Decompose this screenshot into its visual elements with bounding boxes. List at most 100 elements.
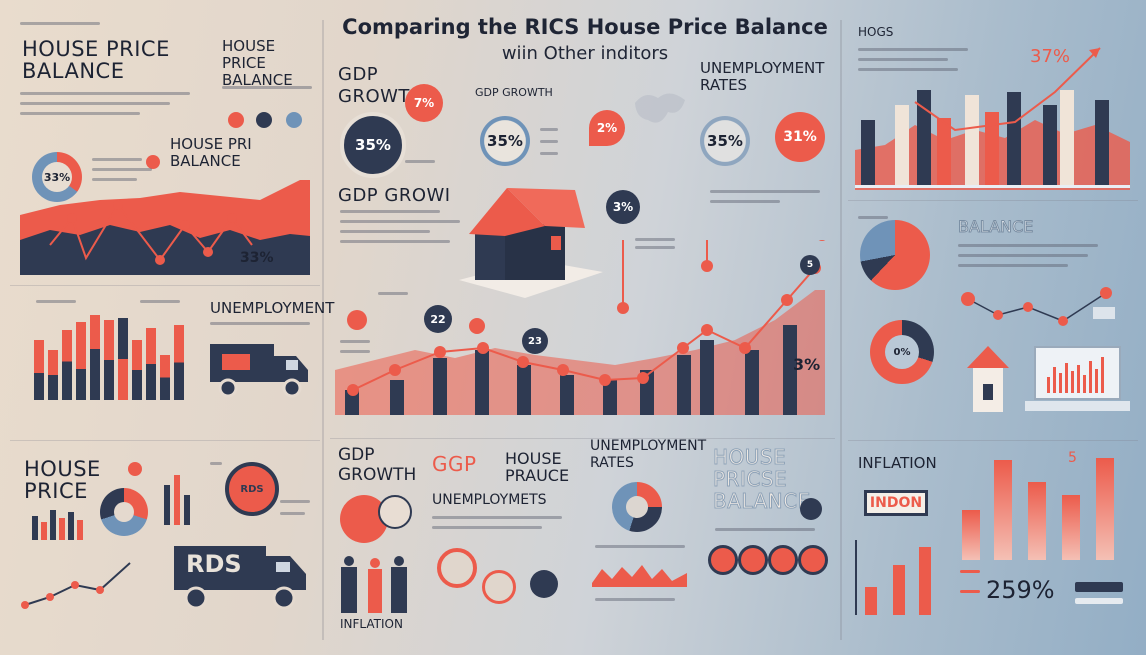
text-line — [92, 178, 137, 181]
text-line — [540, 140, 558, 143]
legend-swatch — [960, 590, 980, 593]
data-point — [46, 593, 54, 601]
stat-259: 259% — [986, 576, 1055, 604]
badge-icon — [768, 545, 798, 575]
bar — [41, 522, 47, 540]
text-line — [20, 102, 170, 105]
data-point — [227, 213, 237, 223]
bar — [90, 315, 100, 400]
text-line — [36, 300, 76, 303]
bar — [160, 355, 170, 400]
inflation-heading-right: INFLATION — [858, 454, 937, 472]
indicator-dot — [146, 155, 160, 169]
divider-left-low — [10, 440, 320, 441]
rds-truck-label: RDS — [186, 550, 242, 578]
text-line — [340, 230, 430, 233]
unemployment-rates-heading: UNEMPLOYMENT RATES — [700, 59, 825, 94]
donut-chart-right: 0% — [870, 320, 934, 384]
data-point — [67, 213, 77, 223]
text-line — [92, 158, 142, 161]
map-pin-icon: 2% — [589, 110, 625, 146]
truck-icon — [210, 344, 308, 398]
stat-ring — [378, 495, 412, 529]
stat-35-c: 35% — [700, 116, 750, 166]
text-line — [710, 190, 820, 193]
bar — [893, 565, 905, 615]
unemployment-rates-bottom-heading: UNEMPLOYMENT RATES — [590, 438, 707, 471]
mini-bar — [1075, 598, 1123, 604]
text-line — [340, 340, 370, 343]
text-line — [280, 500, 310, 503]
world-map-icon — [635, 93, 685, 123]
data-point — [21, 601, 29, 609]
bar — [146, 328, 156, 400]
gdp-grow-heading: GDP GROWI — [338, 185, 451, 206]
stat-5: 5 — [1068, 450, 1077, 466]
divider-center-low — [330, 438, 835, 439]
people-icon — [341, 556, 407, 613]
text-line — [340, 240, 450, 243]
donut-chart-33: 33% — [32, 152, 82, 202]
badge-icon — [738, 545, 768, 575]
text-line — [20, 92, 190, 95]
text-line — [958, 254, 1088, 257]
gdp-growth-small-label: GDP GROWTH — [475, 86, 553, 99]
house-icon — [459, 188, 603, 298]
bar — [1062, 495, 1080, 560]
text-line — [210, 462, 222, 465]
wave-chart — [592, 565, 687, 587]
stat-3b: 3% — [793, 355, 821, 374]
donut-chart-unemployment — [612, 482, 662, 532]
text-line — [340, 350, 370, 353]
text-line — [635, 246, 675, 249]
divider-left-mid — [10, 285, 320, 286]
donut-label: 33% — [42, 162, 72, 192]
text-line — [710, 200, 780, 203]
bar — [1096, 458, 1114, 560]
bar — [62, 330, 72, 400]
divider-left — [322, 20, 324, 640]
unemployment-heading-left: UNEMPLOYMENT — [210, 299, 335, 317]
stat-7: 7% — [405, 84, 443, 122]
gdp-stat-35: 35% — [340, 112, 406, 178]
mini-bar — [1075, 582, 1123, 592]
text-line — [92, 168, 152, 171]
badge-icon — [708, 545, 738, 575]
bar — [1028, 482, 1046, 560]
house-price-balance-heading: HOUSE PRICE BALANCE — [22, 37, 170, 83]
indon-tag: INDON — [864, 490, 928, 516]
house-pricse-balance-heading: HOUSE PRICSE BALANCE — [713, 445, 811, 513]
stat-37: 37% — [1030, 46, 1071, 67]
rds-badge: RDS — [225, 462, 279, 516]
donut-hole — [114, 502, 134, 522]
donut-chart-bl — [100, 488, 148, 536]
text-line — [20, 112, 140, 115]
line-chart-right — [961, 287, 1115, 326]
center-combo-chart — [335, 240, 826, 415]
legend-swatch — [960, 570, 980, 573]
bar — [104, 320, 114, 400]
axis — [855, 540, 857, 615]
text-line — [595, 545, 685, 548]
bar — [865, 587, 877, 615]
bar — [77, 520, 83, 540]
bar-chart-right-top — [855, 47, 1130, 190]
text-line — [140, 300, 180, 303]
stat-23: 23 — [522, 328, 548, 354]
bar — [174, 475, 180, 525]
text-line — [858, 48, 968, 51]
badge-icon — [798, 545, 828, 575]
ring-icon-navy — [530, 570, 558, 598]
chart-annotation-33: 33% — [240, 250, 274, 266]
area-chart-house-price — [20, 180, 310, 275]
data-point — [180, 220, 190, 230]
text-line — [20, 22, 100, 25]
data-point — [113, 200, 123, 210]
bar — [59, 518, 65, 540]
indicator-dot — [256, 112, 272, 128]
page-subtitle: wiin Other inditors — [501, 43, 669, 64]
truck-icon — [174, 546, 306, 610]
data-point — [96, 586, 104, 594]
unemploymets-heading: UNEMPLOYMETS — [432, 492, 547, 508]
